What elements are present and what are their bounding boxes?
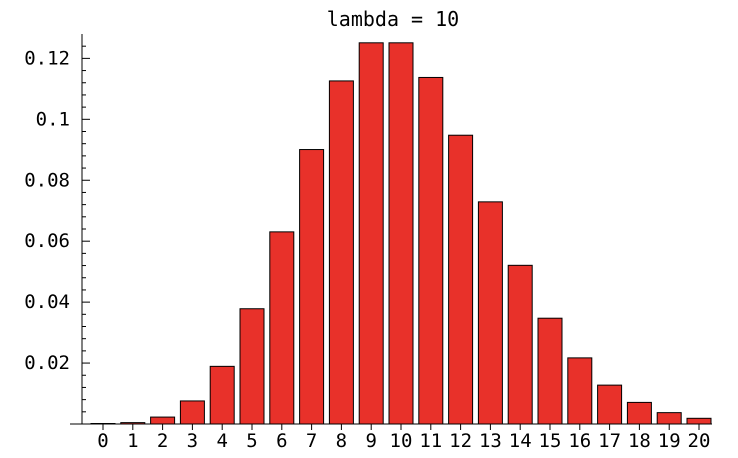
- y-tick-label-0.04: 0.04: [24, 291, 70, 313]
- y-tick-label-0.06: 0.06: [24, 230, 70, 252]
- y-tick-label-0.12: 0.12: [24, 47, 70, 69]
- bar-4: [209, 365, 235, 425]
- x-tick-label-2: 2: [157, 430, 168, 452]
- bar-6: [269, 231, 295, 425]
- x-tick-label-7: 7: [306, 430, 317, 452]
- x-tick-label-11: 11: [419, 430, 442, 452]
- x-tick-label-18: 18: [628, 430, 651, 452]
- x-tick-label-5: 5: [246, 430, 257, 452]
- x-tick-label-14: 14: [509, 430, 532, 452]
- y-tick-label-0.08: 0.08: [24, 169, 70, 191]
- bar-20: [686, 417, 712, 425]
- x-tick-label-1: 1: [127, 430, 138, 452]
- chart-title: lambda = 10: [327, 7, 459, 31]
- x-tick-label-3: 3: [187, 430, 198, 452]
- bar-3: [179, 400, 205, 425]
- bars-group: [90, 42, 712, 425]
- bar-11: [418, 76, 444, 425]
- x-tick-label-12: 12: [449, 430, 472, 452]
- x-tick-label-19: 19: [658, 430, 681, 452]
- bar-2: [150, 416, 176, 425]
- bar-8: [328, 80, 354, 425]
- x-tick-label-13: 13: [479, 430, 502, 452]
- bar-15: [537, 317, 563, 425]
- x-tick-label-20: 20: [688, 430, 711, 452]
- x-tick-label-8: 8: [336, 430, 347, 452]
- x-tick-label-17: 17: [598, 430, 621, 452]
- y-tick-label-0.1: 0.1: [36, 108, 70, 130]
- x-tick-label-0: 0: [97, 430, 108, 452]
- x-tick-label-16: 16: [568, 430, 591, 452]
- bar-14: [507, 264, 533, 425]
- bar-13: [477, 201, 503, 425]
- bar-17: [597, 384, 623, 425]
- y-axis: 0.02 0.04 0.06 0.08 0.1 0.12: [24, 34, 90, 424]
- x-tick-label-15: 15: [539, 430, 562, 452]
- x-tick-label-9: 9: [365, 430, 376, 452]
- x-axis: 0 1 2 3 4 5 6 7 8 9 10 11 12 13 14 15 16 17 18 19 20: [70, 423, 712, 452]
- bar-10: [388, 42, 414, 425]
- y-tick-label-0.02: 0.02: [24, 352, 70, 374]
- x-tick-label-10: 10: [390, 430, 413, 452]
- x-tick-label-4: 4: [216, 430, 227, 452]
- bar-7: [299, 149, 325, 425]
- bar-12: [448, 134, 474, 425]
- bar-18: [626, 401, 652, 425]
- bar-19: [656, 412, 682, 425]
- x-tick-label-6: 6: [276, 430, 287, 452]
- bar-9: [358, 42, 384, 425]
- bar-5: [239, 308, 265, 425]
- bar-16: [567, 357, 593, 425]
